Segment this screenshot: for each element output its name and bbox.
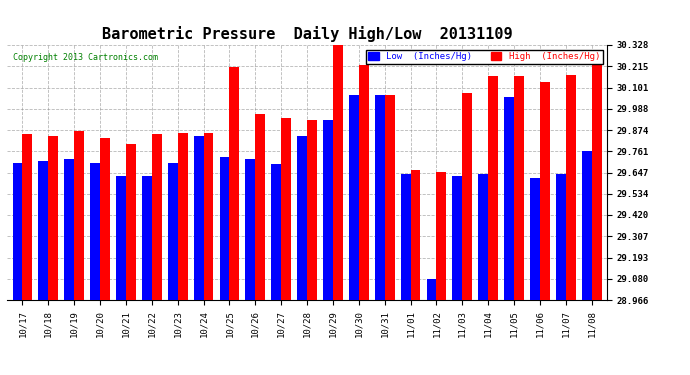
Bar [90,163,100,300]
Legend: Low  (Inches/Hg), High  (Inches/Hg): Low (Inches/Hg), High (Inches/Hg) [366,50,602,64]
Bar [12,163,22,300]
Bar [75,131,84,300]
Bar [152,135,161,300]
Bar [489,76,498,300]
Bar [566,75,575,300]
Bar [375,95,385,300]
Bar [514,76,524,300]
Bar [255,114,265,300]
Bar [504,97,514,300]
Bar [126,144,136,300]
Bar [142,176,152,300]
Bar [64,159,75,300]
Bar [437,172,446,300]
Bar [178,133,188,300]
Bar [297,136,307,300]
Bar [307,120,317,300]
Bar [591,63,602,300]
Title: Barometric Pressure  Daily High/Low  20131109: Barometric Pressure Daily High/Low 20131… [101,27,513,42]
Bar [116,176,126,300]
Bar [453,176,462,300]
Bar [194,136,204,300]
Bar [22,135,32,300]
Bar [582,152,591,300]
Text: Copyright 2013 Cartronics.com: Copyright 2013 Cartronics.com [13,53,158,62]
Bar [426,279,437,300]
Bar [540,82,550,300]
Bar [385,95,395,300]
Bar [246,159,255,300]
Bar [168,163,177,300]
Bar [323,120,333,300]
Bar [462,93,472,300]
Bar [478,174,488,300]
Bar [349,95,359,300]
Bar [204,133,213,300]
Bar [39,161,48,300]
Bar [359,65,368,300]
Bar [282,118,291,300]
Bar [219,157,229,300]
Bar [48,136,58,300]
Bar [333,45,343,300]
Bar [229,67,239,300]
Bar [556,174,566,300]
Bar [530,177,540,300]
Bar [100,138,110,300]
Bar [271,165,282,300]
Bar [401,174,411,300]
Bar [411,170,420,300]
